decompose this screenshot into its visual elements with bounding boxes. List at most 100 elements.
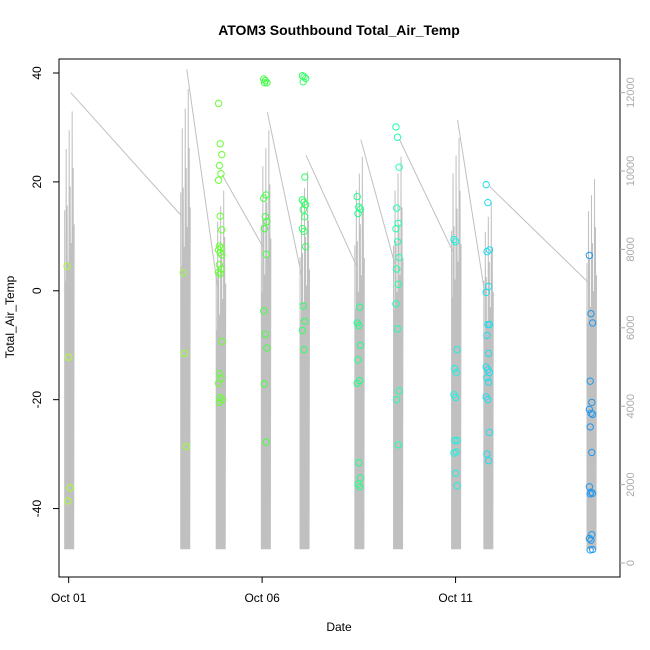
temperature-point — [451, 238, 460, 246]
temperature-point — [485, 428, 494, 437]
temperature-point — [214, 176, 223, 184]
temperature-point — [482, 288, 490, 297]
temperature-point — [261, 330, 270, 339]
temperature-point — [356, 341, 365, 349]
temperature-point — [483, 247, 491, 256]
temperature-point — [452, 368, 461, 377]
temperature-point — [301, 242, 310, 251]
temperature-point — [450, 449, 458, 457]
temperature-point — [261, 213, 270, 221]
temperature-point — [484, 198, 492, 207]
altitude-profile-line — [354, 156, 365, 550]
x-tick-label: Oct 06 — [244, 591, 280, 605]
temperature-point — [260, 307, 268, 315]
temperature-point — [301, 317, 309, 325]
temperature-point — [354, 209, 362, 218]
temperature-point — [393, 325, 402, 333]
altitude-profile-line — [483, 201, 494, 550]
temperature-point — [453, 436, 461, 445]
temperature-point — [355, 483, 364, 491]
temperature-point — [393, 395, 401, 404]
temperature-point — [393, 204, 401, 212]
temperature-point — [214, 99, 223, 108]
temperature-point — [217, 170, 225, 178]
secondary-y-tick-label: 4000 — [625, 394, 637, 418]
temperature-point — [218, 337, 226, 346]
temperature-point — [218, 226, 226, 234]
temperature-point — [484, 395, 492, 404]
x-tick-label: Oct 01 — [51, 591, 87, 605]
temperature-point — [182, 442, 191, 451]
y-axis-label: Total_Air_Temp — [3, 275, 17, 358]
temperature-point — [214, 268, 223, 276]
chart-title: ATOM3 Southbound Total_Air_Temp — [218, 22, 460, 38]
temperature-point — [215, 398, 224, 407]
altitude-profile-line — [180, 88, 191, 550]
temperature-point — [355, 303, 364, 311]
temperature-point — [395, 253, 403, 262]
secondary-y-tick-label: 2000 — [625, 472, 637, 496]
temperature-point — [301, 173, 309, 181]
altitude-transit-line — [489, 186, 590, 284]
temperature-point — [301, 213, 309, 221]
secondary-y-tick-label: 8000 — [625, 237, 637, 261]
temperature-point — [451, 393, 460, 402]
temperature-point — [260, 194, 268, 202]
temperature-point — [299, 78, 307, 86]
secondary-y-tick-label: 0 — [625, 560, 637, 566]
temperature-point — [353, 379, 361, 388]
temperature-point — [587, 536, 595, 544]
altitude-profile-line — [451, 137, 462, 550]
temperature-point — [585, 534, 594, 543]
temperature-point — [216, 212, 224, 220]
altitude-transit-line — [221, 174, 264, 248]
temperature-point — [300, 345, 308, 354]
temperature-point — [260, 225, 269, 233]
temperature-point — [451, 364, 459, 373]
temperature-point — [218, 150, 226, 159]
altitude-transit-line — [399, 139, 455, 254]
temperature-points — [63, 72, 597, 554]
temperature-point — [216, 393, 224, 402]
temperature-point — [588, 530, 596, 539]
temperature-point — [260, 79, 269, 87]
temperature-point — [587, 309, 595, 318]
secondary-y-tick-label: 6000 — [625, 316, 637, 340]
temperature-point — [392, 225, 400, 233]
temperature-point — [588, 410, 597, 419]
temperature-point — [450, 235, 458, 244]
temperature-point — [588, 319, 597, 327]
altitude-transit-line — [457, 119, 487, 300]
altitude-transit-line — [70, 92, 184, 218]
temperature-point — [354, 356, 362, 364]
temperature-point — [394, 280, 403, 288]
temperature-point — [392, 300, 400, 308]
temperature-point — [586, 546, 594, 554]
altitude-transit-line — [266, 112, 303, 278]
y-tick-label: -20 — [30, 391, 44, 409]
temperature-point — [214, 379, 223, 388]
altitude-lines — [64, 69, 597, 550]
temperature-point — [586, 377, 594, 385]
temperature-point — [356, 205, 365, 213]
temperature-point — [395, 387, 403, 395]
temperature-point — [393, 265, 401, 273]
temperature-point — [263, 79, 271, 87]
temperature-point — [300, 73, 308, 81]
temperature-point — [179, 269, 187, 277]
temperature-point — [588, 398, 596, 407]
x-axis-label: Date — [326, 620, 352, 634]
temperature-point — [355, 321, 363, 330]
temperature-point — [587, 409, 595, 417]
temperature-point — [215, 260, 224, 269]
temperature-point — [217, 244, 225, 252]
temperature-point — [588, 448, 596, 457]
temperature-point — [299, 205, 307, 214]
temperature-point — [393, 238, 402, 246]
y-tick-label: 20 — [30, 175, 44, 189]
temperature-point — [215, 369, 224, 378]
altitude-profile-line — [586, 179, 597, 550]
temperature-point — [263, 344, 271, 352]
secondary-y-tick-label: 10000 — [625, 156, 637, 187]
